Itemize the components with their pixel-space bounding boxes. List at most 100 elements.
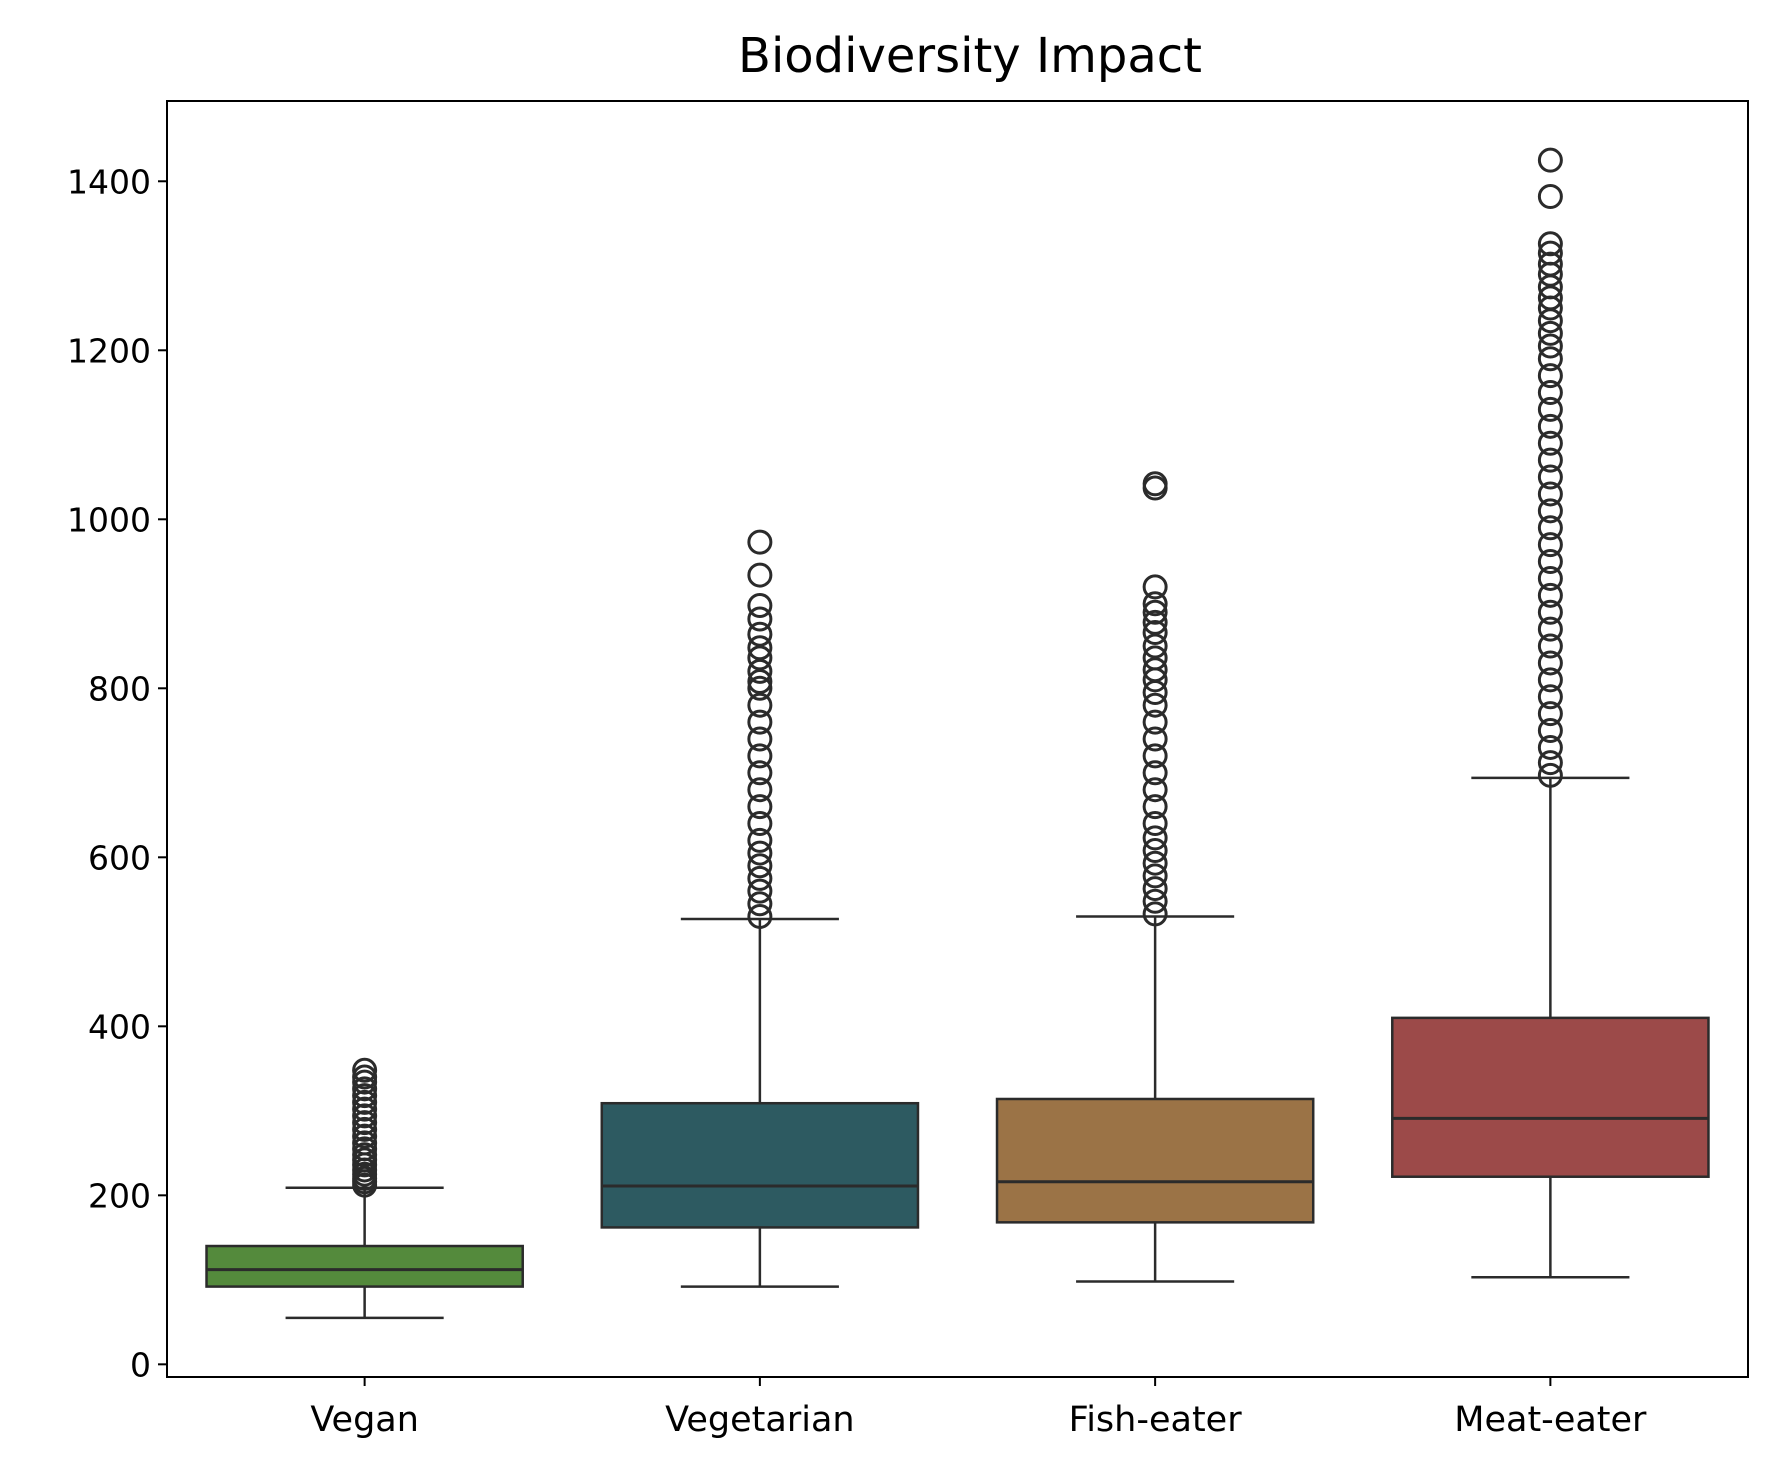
outlier-point [747,891,773,917]
outlier-point [352,1123,378,1149]
outlier-point [352,1076,378,1102]
outlier-point [747,669,773,695]
outlier-point [747,853,773,879]
outlier-point [1537,762,1563,788]
outlier-point [1537,582,1563,608]
outlier-point [1537,750,1563,776]
outlier-point [352,1130,378,1156]
outlier-point [747,726,773,752]
outlier-point [747,621,773,647]
outlier-point [1142,794,1168,820]
outlier-point [352,1110,378,1136]
outlier-point [352,1103,378,1129]
iqr-box [600,1101,920,1229]
outlier-point [1537,599,1563,625]
outlier-point [747,529,773,555]
outlier-point [1142,609,1168,635]
outlier-point [1537,515,1563,541]
outlier-point [1142,901,1168,927]
outlier-point [747,675,773,701]
x-tick-label: Meat-eater [1454,1400,1647,1440]
outlier-point [1537,308,1563,334]
outlier-point [1142,574,1168,600]
outlier-point [747,645,773,671]
outlier-point [1142,645,1168,671]
outlier-point [1537,363,1563,389]
iqr-box [205,1244,524,1288]
outlier-point [1537,498,1563,524]
outlier-point [1537,734,1563,760]
outlier-point [1537,430,1563,456]
outlier-point [1142,680,1168,706]
outlier-point [747,777,773,803]
outlier-point [1537,183,1563,209]
outlier-point [1142,591,1168,617]
outlier-point [747,827,773,853]
x-tick-label: Vegan [310,1400,419,1440]
box-group-vegetarian [600,529,920,1288]
iqr-box [1391,1016,1710,1178]
outlier-point [1537,650,1563,676]
outlier-point [352,1096,378,1122]
outlier-point [1537,549,1563,575]
outlier-point [1537,285,1563,311]
y-tick-label: 0 [130,1345,151,1384]
chart-title: Biodiversity Impact [738,28,1202,84]
box-group-vegan [205,1057,524,1320]
y-tick-label: 200 [88,1176,151,1215]
outlier-point [1537,231,1563,257]
outlier-point [352,1089,378,1115]
outlier-point [1537,447,1563,473]
outlier-point [747,840,773,866]
outlier-point [1142,825,1168,851]
outlier-point [1537,413,1563,439]
outlier-point [1537,464,1563,490]
outlier-point [747,743,773,769]
outlier-point [747,794,773,820]
outlier-point [1142,777,1168,803]
outlier-point [1142,726,1168,752]
iqr-box [995,1097,1315,1224]
box-group-fish-eater [995,471,1315,1283]
outlier-point [1537,667,1563,693]
outlier-point [747,606,773,632]
y-tick-label: 600 [88,838,151,877]
outlier-point [747,692,773,718]
outlier-point [1142,620,1168,646]
outlier-point [1537,240,1563,266]
y-tick-label: 1400 [67,162,151,201]
x-tick-label: Vegetarian [665,1400,854,1440]
outlier-point [747,811,773,837]
outlier-point [1537,481,1563,507]
plot-area [205,147,1710,1320]
outlier-point [1142,633,1168,659]
outlier-point [747,592,773,618]
outlier-point [352,1116,378,1142]
outlier-point [352,1057,378,1083]
outlier-point [747,878,773,904]
outlier-point [1537,616,1563,642]
box-group-meat-eater [1391,147,1710,1279]
outlier-point [1142,876,1168,902]
outlier-point [747,865,773,891]
outlier-point [1142,838,1168,864]
outlier-point [1142,657,1168,683]
outlier-point [1537,532,1563,558]
outlier-point [1537,147,1563,173]
x-tick-label: Fish-eater [1069,1400,1243,1440]
y-tick-label: 1200 [67,331,151,370]
y-tick-label: 400 [88,1007,151,1046]
outlier-point [1142,811,1168,837]
outlier-point [1142,471,1168,497]
outlier-point [1142,863,1168,889]
outlier-point [1142,850,1168,876]
outlier-point [1142,888,1168,914]
outlier-point [747,635,773,661]
outlier-point [747,709,773,735]
x-axis: Vegan Vegetarian Fish-eater Meat-eater [310,1377,1647,1440]
outlier-point [747,658,773,684]
y-tick-label: 1000 [67,500,151,539]
outlier-point [1537,251,1563,277]
